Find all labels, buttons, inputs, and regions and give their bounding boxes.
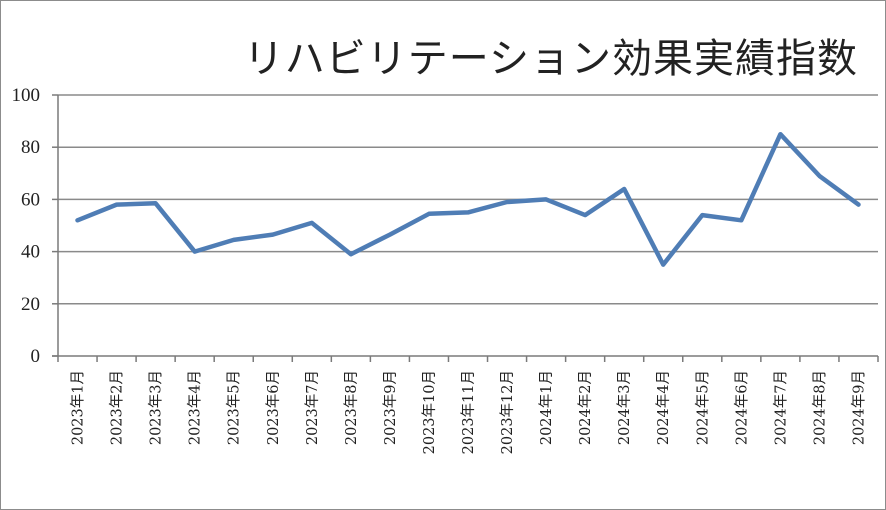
x-tick-label: 2024年8月 (811, 370, 828, 445)
gridlines (58, 94, 878, 305)
y-tick-label: 60 (21, 189, 40, 210)
x-tick-label: 2024年1月 (538, 370, 555, 445)
y-tick-label: 100 (12, 85, 41, 106)
y-tick-labels: 0 20 40 60 80 100 (12, 85, 41, 367)
series-lines (75, 131, 861, 267)
series-line-0 (75, 131, 861, 267)
x-tick-label: 2023年3月 (148, 370, 165, 445)
x-tick-label: 2023年2月 (109, 370, 126, 445)
x-tick-label: 2023年6月 (265, 370, 282, 445)
x-tick-label: 2023年9月 (382, 370, 399, 445)
y-tick-label: 80 (21, 137, 40, 158)
x-tick-label: 2024年3月 (616, 370, 633, 445)
x-tick-label: 2023年4月 (187, 370, 204, 445)
y-tick-label: 20 (21, 294, 40, 315)
x-tick-label: 2023年12月 (499, 370, 516, 454)
x-tick-label: 2024年6月 (733, 370, 750, 445)
x-tick-labels: 2023年1月 2023年2月 2023年3月 2023年4月 2023年5月 2023年… (70, 370, 868, 454)
x-tick-label: 2024年7月 (772, 370, 789, 445)
x-tick-label: 2023年5月 (226, 370, 243, 445)
chart-title: リハビリテーション効果実績指数 (243, 36, 858, 82)
axes (52, 94, 879, 362)
y-tick-label: 0 (31, 346, 41, 367)
x-tick-label: 2023年11月 (460, 370, 477, 454)
x-tick-label: 2023年10月 (421, 370, 438, 454)
x-tick-label: 2024年4月 (655, 370, 672, 445)
x-tick-label: 2024年9月 (850, 370, 867, 445)
x-tick-label: 2023年1月 (70, 370, 87, 445)
x-tick-label: 2023年8月 (343, 370, 360, 445)
x-tick-label: 2024年2月 (577, 370, 594, 445)
y-tick-label: 40 (21, 242, 40, 263)
x-tick-label: 2023年7月 (304, 370, 321, 445)
x-tick-label: 2024年5月 (694, 370, 711, 445)
